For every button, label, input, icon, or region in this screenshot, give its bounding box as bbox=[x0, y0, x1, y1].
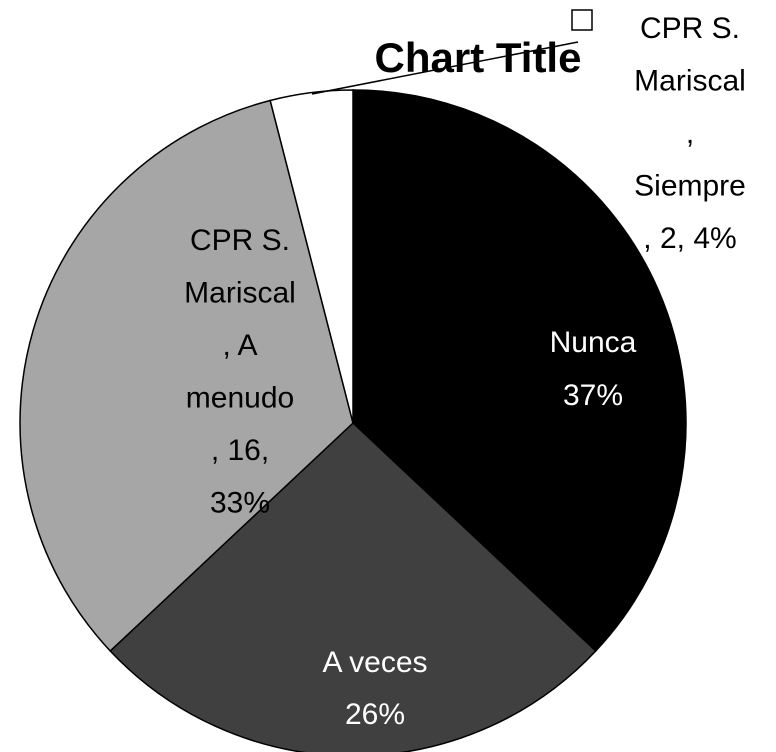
data-label-line: , bbox=[686, 117, 694, 150]
pie bbox=[19, 89, 687, 752]
pie-slice bbox=[109, 421, 597, 752]
data-label-line: Mariscal bbox=[184, 277, 296, 310]
data-label-line: A veces bbox=[322, 646, 427, 679]
pie-slice bbox=[19, 99, 354, 653]
data-label-line: , 16, bbox=[211, 434, 269, 467]
data-label-line: 33% bbox=[210, 487, 270, 520]
data-label-line: Siempre bbox=[634, 170, 746, 203]
legend-marker bbox=[571, 9, 593, 31]
data-label-line: , A bbox=[222, 329, 257, 362]
leader-line bbox=[311, 41, 579, 95]
data-label-line: CPR S. bbox=[190, 224, 290, 257]
data-label-line: 37% bbox=[563, 379, 623, 412]
data-label-line: Mariscal bbox=[634, 65, 746, 98]
data-label-line: CPR S. bbox=[640, 12, 740, 45]
data-label-line: , 2, 4% bbox=[643, 222, 736, 255]
data-label: A veces 26% bbox=[322, 646, 427, 731]
data-label: CPR S. Mariscal, Siempre , 2, 4% bbox=[634, 12, 746, 255]
data-label: Nunca 37% bbox=[550, 326, 637, 412]
data-label: CPR S. Mariscal , A menudo , 16, 33% bbox=[184, 224, 296, 520]
data-labels: Nunca 37% A veces 26% CPR S. Mariscal , A menud… bbox=[184, 12, 746, 731]
chart-title: Chart Title bbox=[375, 34, 582, 81]
data-label-line: 26% bbox=[345, 698, 405, 731]
data-label-line: Nunca bbox=[550, 326, 637, 359]
pie-slice bbox=[269, 89, 354, 424]
pie-slice bbox=[352, 89, 687, 653]
data-label-line: menudo bbox=[186, 382, 294, 415]
